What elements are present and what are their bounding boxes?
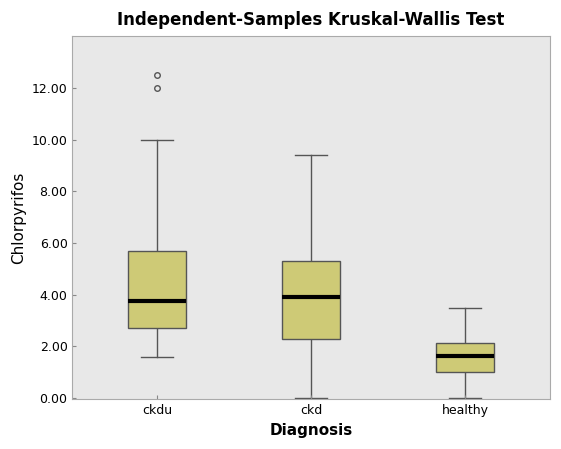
FancyBboxPatch shape bbox=[128, 251, 186, 328]
Title: Independent-Samples Kruskal-Wallis Test: Independent-Samples Kruskal-Wallis Test bbox=[117, 11, 505, 29]
FancyBboxPatch shape bbox=[436, 343, 494, 372]
X-axis label: Diagnosis: Diagnosis bbox=[269, 423, 353, 438]
FancyBboxPatch shape bbox=[282, 261, 341, 339]
Y-axis label: Chlorpyrifos: Chlorpyrifos bbox=[11, 172, 26, 264]
